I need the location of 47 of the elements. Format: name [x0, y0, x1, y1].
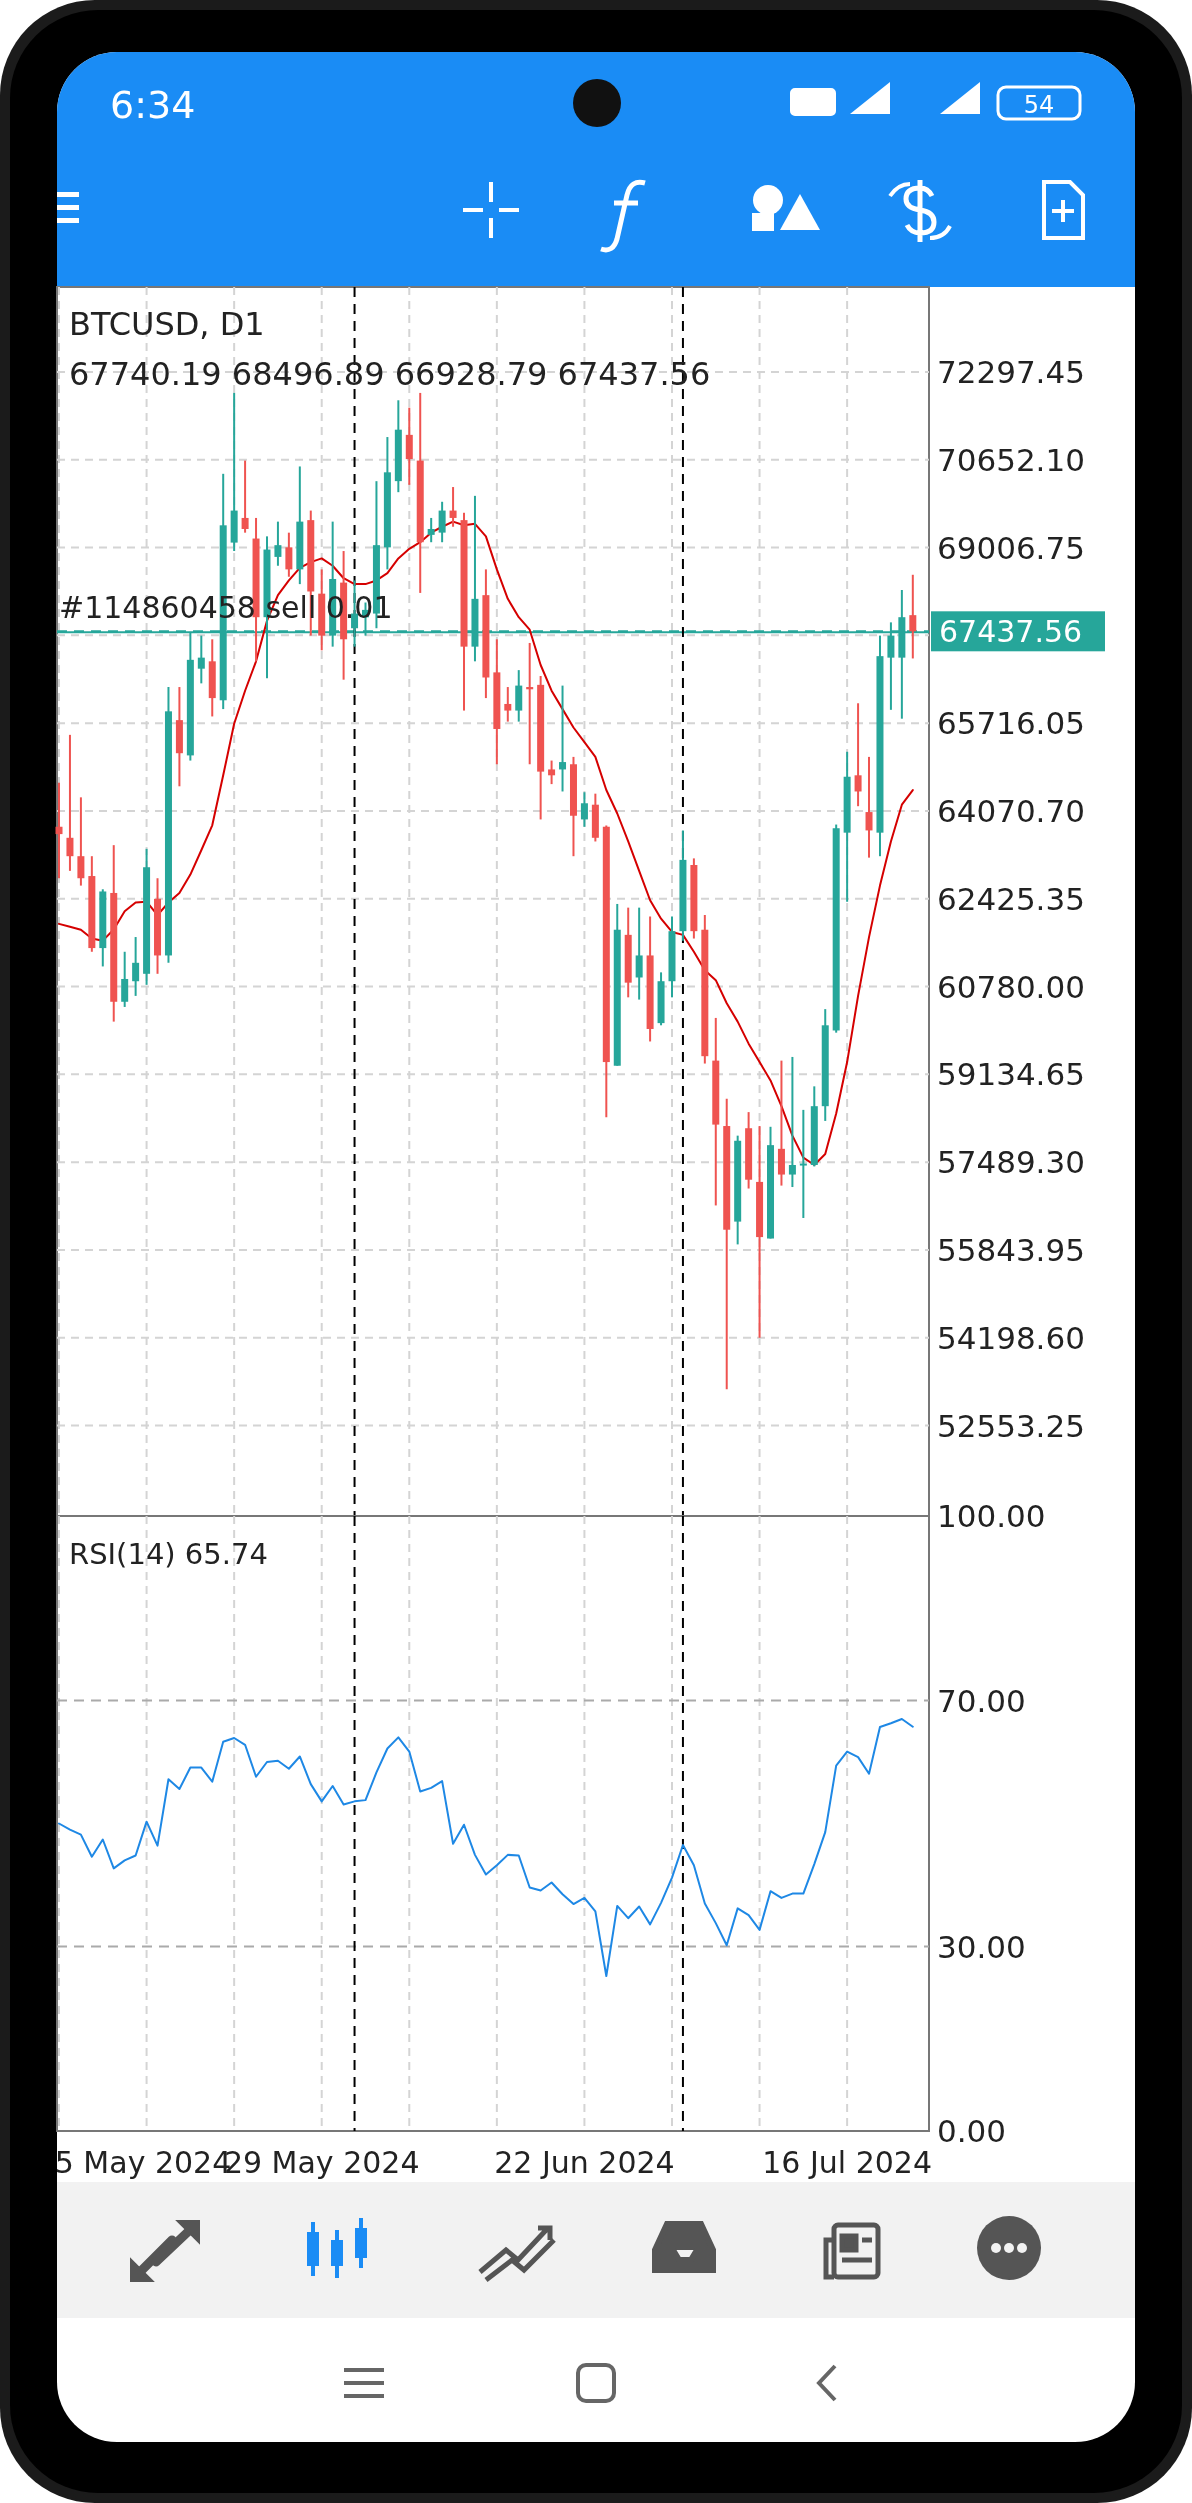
candlestick	[427, 516, 435, 544]
candlestick	[241, 459, 249, 534]
candlestick	[548, 759, 556, 786]
candlestick	[559, 684, 567, 793]
y-tick-label: 62425.35	[937, 880, 1085, 917]
candlestick	[788, 1055, 796, 1189]
line-series	[58, 1717, 914, 1978]
candlestick	[635, 906, 643, 1001]
y-tick-label: 59134.65	[937, 1056, 1085, 1093]
ref-line-label: 67437.56	[939, 614, 1083, 650]
candlestick	[121, 950, 129, 1008]
text: BTCUSD, D1	[69, 305, 265, 343]
text: 54	[1023, 91, 1055, 119]
y-tick-label: 57489.30	[937, 1144, 1085, 1181]
candlestick	[66, 733, 74, 872]
text: RSI(14) 65.74	[69, 1537, 268, 1571]
candlestick	[77, 796, 85, 887]
candlestick	[132, 936, 140, 997]
candlestick	[438, 500, 446, 544]
candlestick	[854, 702, 862, 808]
candlestick	[274, 520, 282, 567]
x-tick-label: 16 Jul 2024	[762, 2145, 933, 2180]
x-tick-label: 22 Jun 2024	[494, 2145, 675, 2180]
y-tick-label: 55843.95	[937, 1231, 1085, 1268]
y-tick-label: 64070.70	[937, 792, 1085, 829]
y-tick-label: 65716.05	[937, 705, 1085, 742]
text: 67740.19 68496.89 66928.79 67437.56	[69, 355, 711, 393]
candlestick	[449, 486, 457, 528]
text: 6:34	[110, 83, 196, 127]
y-tick-label: 0.00	[937, 2113, 1007, 2149]
y-tick-label: 70.00	[937, 1682, 1026, 1719]
candlestick	[55, 781, 63, 880]
candlestick	[865, 755, 873, 859]
y-tick-label: 69006.75	[937, 529, 1085, 566]
y-tick-label: 54198.60	[937, 1319, 1085, 1356]
candlestick	[909, 573, 917, 660]
candlestick	[504, 686, 512, 723]
y-tick-label: 72297.45	[937, 353, 1085, 390]
y-tick-label: 70652.10	[937, 441, 1085, 478]
y-tick-label: 100.00	[937, 1498, 1046, 1534]
candlestick	[285, 531, 293, 578]
candlestick	[580, 791, 588, 828]
y-tick-label: 52553.25	[937, 1407, 1085, 1444]
y-tick-label: 60780.00	[937, 968, 1085, 1005]
candlestick	[197, 634, 205, 685]
candlestick	[799, 1108, 807, 1219]
y-tick-label: 30.00	[937, 1928, 1026, 1965]
